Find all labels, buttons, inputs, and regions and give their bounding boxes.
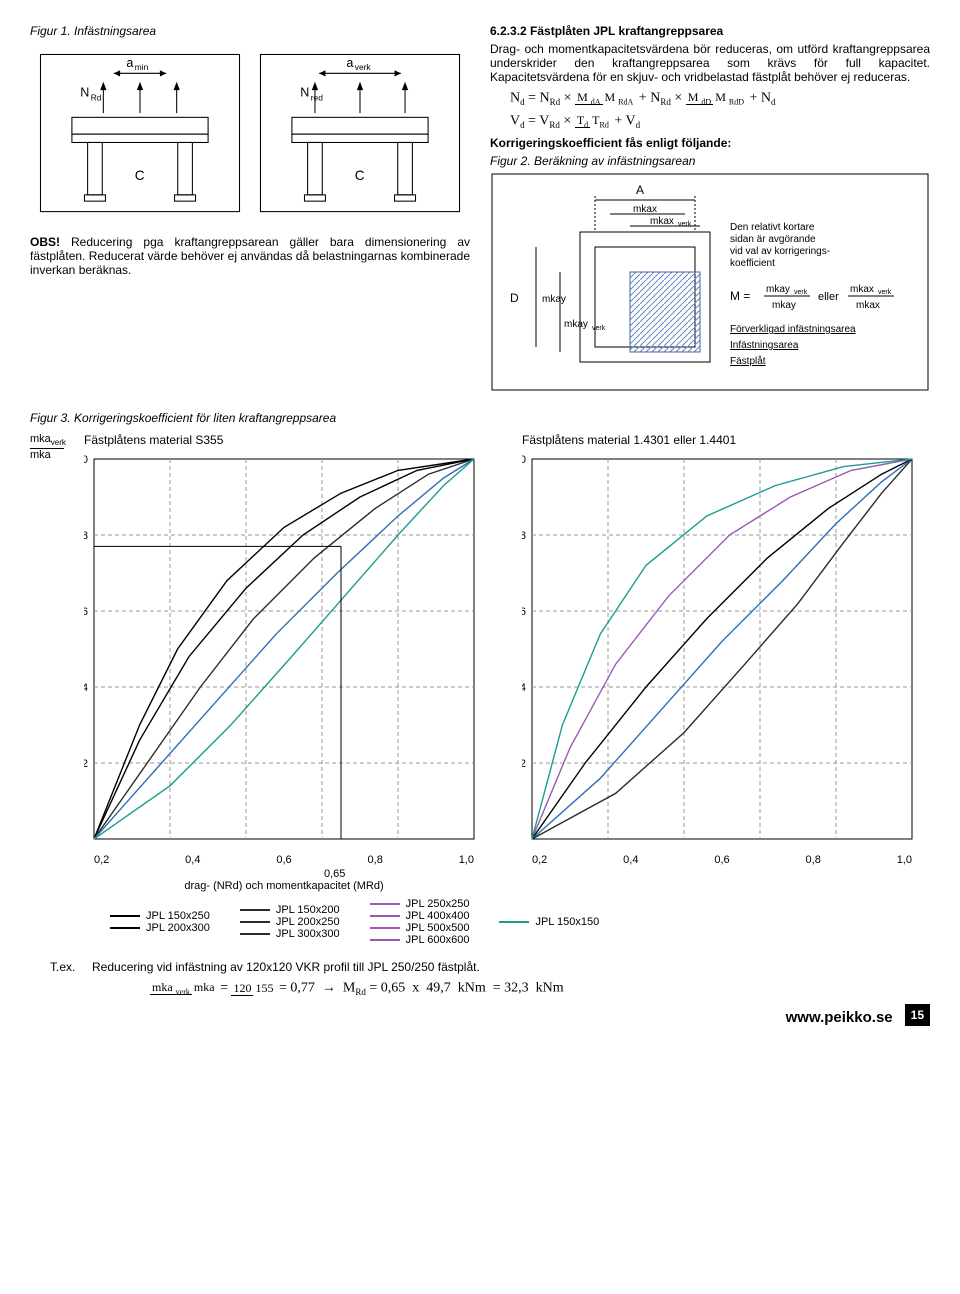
- svg-text:1,0: 1,0: [522, 454, 526, 466]
- chart-right-xticks: 0,20,40,60,81,0: [532, 854, 912, 866]
- fig2-caption: Figur 2. Beräkning av infästningsarean: [490, 154, 930, 168]
- svg-text:A: A: [636, 183, 644, 197]
- svg-text:0,6: 0,6: [84, 606, 88, 618]
- svg-text:Infästningsarea: Infästningsarea: [730, 340, 799, 351]
- svg-text:1,0: 1,0: [84, 454, 88, 466]
- svg-text:verk: verk: [592, 325, 606, 332]
- right-heading: 6.2.3.2 Fästplåten JPL kraftangreppsarea: [490, 24, 930, 38]
- right-p1: Drag- och momentkapacitetsvärdena bör re…: [490, 42, 930, 84]
- svg-text:verk: verk: [355, 62, 372, 72]
- svg-text:mkay: mkay: [564, 319, 588, 330]
- svg-text:N: N: [80, 85, 89, 99]
- svg-text:mkax: mkax: [850, 284, 874, 295]
- chart-right-title: Fästplåtens material 1.4301 eller 1.4401: [522, 433, 930, 447]
- obs-label: OBS!: [30, 235, 60, 249]
- obs-text: Reducering pga kraftangreppsarean gäller…: [30, 235, 470, 277]
- svg-text:0,4: 0,4: [522, 682, 526, 694]
- fig2-box: A mkax mkax verk D mkay mkay verk Den rela…: [490, 172, 930, 395]
- svg-text:red: red: [311, 93, 323, 103]
- svg-text:mkax: mkax: [856, 300, 880, 311]
- tex-label: T.ex.: [50, 960, 75, 974]
- charts-row: Fästplåtens material S355 mkaverk mka 1,…: [30, 433, 930, 892]
- legend-row: JPL 150x250JPL 200x300JPL 150x200JPL 200…: [110, 898, 930, 946]
- ylabel-sub: verk: [51, 439, 66, 448]
- obs-block: OBS! Reducering pga kraftangreppsarean g…: [30, 235, 470, 277]
- chart-right-svg: 1,0 0,8 0,6 0,4 0,2: [522, 449, 922, 849]
- svg-text:0,4: 0,4: [84, 682, 88, 694]
- svg-text:koefficient: koefficient: [730, 258, 775, 269]
- bottom-example: T.ex. Reducering vid infästning av 120x1…: [50, 960, 930, 974]
- svg-text:M =: M =: [730, 289, 750, 303]
- svg-text:a: a: [346, 56, 353, 70]
- svg-text:verk: verk: [678, 221, 692, 228]
- svg-text:verk: verk: [794, 289, 808, 296]
- fig3-caption: Figur 3. Korrigeringskoefficient för lit…: [30, 411, 930, 425]
- svg-text:Fästplåt: Fästplåt: [730, 355, 766, 367]
- svg-text:Rd: Rd: [91, 93, 102, 103]
- svg-text:mkay: mkay: [766, 284, 790, 295]
- svg-text:Förverkligad infästningsarea: Förverkligad infästningsarea: [730, 324, 856, 335]
- fig1-svg: amin NRd C averk Nred: [30, 44, 470, 222]
- svg-text:C: C: [135, 168, 145, 183]
- chart-right: Fästplåtens material 1.4301 eller 1.4401…: [492, 433, 930, 892]
- svg-text:min: min: [135, 62, 149, 72]
- svg-text:sidan är avgörande: sidan är avgörande: [730, 234, 816, 245]
- svg-text:D: D: [510, 291, 519, 305]
- chart-left-svg: 1,00,80,60,40,20,77: [84, 449, 484, 849]
- svg-text:mkay: mkay: [772, 300, 796, 311]
- footer-url: www.peikko.se: [786, 1009, 893, 1026]
- svg-text:0,8: 0,8: [522, 530, 526, 542]
- ylabel-top: mka: [30, 433, 51, 445]
- right-col: 6.2.3.2 Fästplåten JPL kraftangreppsarea…: [490, 24, 930, 395]
- page-number: 15: [905, 1004, 930, 1026]
- svg-text:0,2: 0,2: [84, 758, 88, 770]
- svg-text:mkay: mkay: [542, 294, 566, 305]
- svg-text:0,2: 0,2: [522, 758, 526, 770]
- axis-caption-text: drag- (NRd) och momentkapacitet (MRd): [94, 880, 474, 892]
- chart-left: Fästplåtens material S355 mkaverk mka 1,…: [30, 433, 492, 892]
- chart-left-xticks: 0,20,40,60,81,0: [94, 854, 474, 866]
- ylabel-bot: mka: [30, 449, 51, 461]
- chart-left-title: Fästplåtens material S355: [84, 433, 492, 447]
- footer: www.peikko.se 15: [30, 1004, 930, 1026]
- svg-text:N: N: [300, 85, 309, 99]
- formula-nd: Nd = NRd × M dAM RdA + NRd × M dDM RdD +…: [510, 90, 930, 107]
- chart-left-axiscap: 0,65 drag- (NRd) och momentkapacitet (MR…: [94, 868, 474, 892]
- bottom-formula: mka verkmka = 120155 = 0,77 → MRd = 0,65…: [150, 980, 930, 997]
- svg-text:verk: verk: [878, 289, 892, 296]
- svg-text:vid val av korrigerings-: vid val av korrigerings-: [730, 246, 830, 257]
- svg-text:eller: eller: [818, 291, 839, 303]
- svg-text:a: a: [126, 56, 133, 70]
- svg-text:mkax: mkax: [633, 204, 657, 215]
- bottom-text: Reducering vid infästning av 120x120 VKR…: [92, 960, 480, 974]
- formula-vd: Vd = VRd × TdTRd + Vd: [510, 113, 930, 130]
- svg-text:C: C: [355, 168, 365, 183]
- svg-text:mkax: mkax: [650, 216, 674, 227]
- svg-text:0,8: 0,8: [84, 530, 88, 542]
- svg-text:0,6: 0,6: [522, 606, 526, 618]
- top-row: Figur 1. Infästningsarea: [30, 24, 930, 395]
- svg-text:Den relativt kortare: Den relativt kortare: [730, 222, 815, 233]
- fig1-caption: Figur 1. Infästningsarea: [30, 24, 470, 38]
- left-col: Figur 1. Infästningsarea: [30, 24, 470, 395]
- korr-label: Korrigeringskoefficient fås enligt följa…: [490, 136, 930, 150]
- extra-x-065: 0,65: [324, 868, 474, 880]
